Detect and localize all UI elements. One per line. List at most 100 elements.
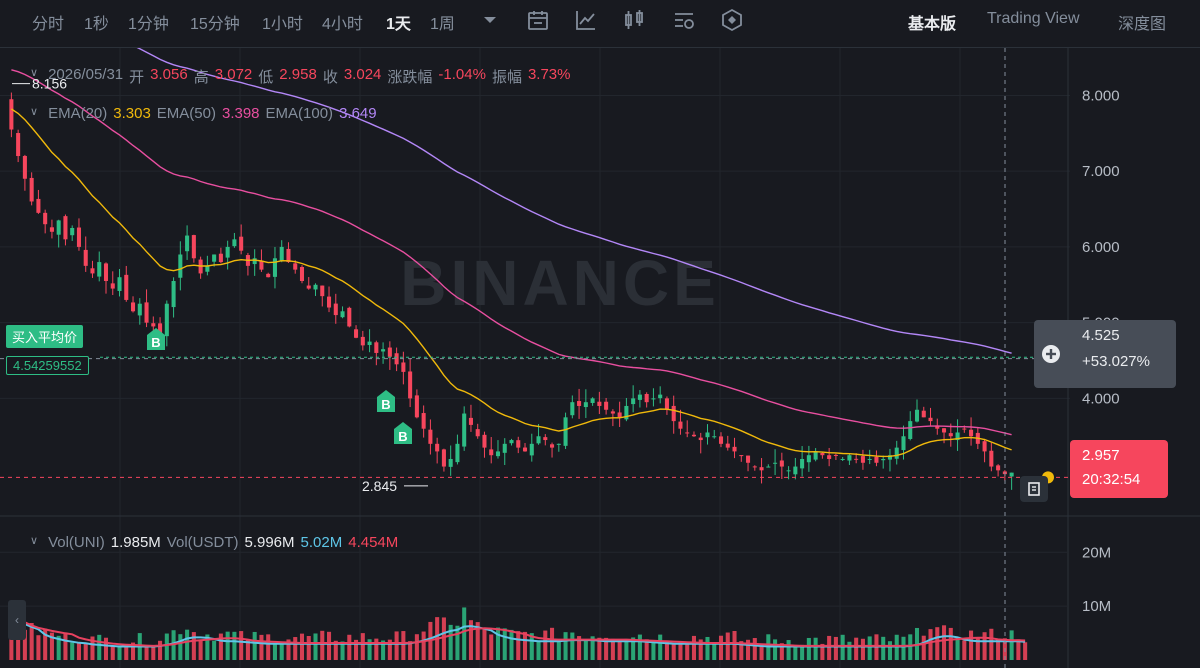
volume-bar <box>110 646 115 660</box>
timeframe-4h[interactable]: 4小时 <box>322 16 363 33</box>
volume-bar <box>225 631 230 660</box>
volume-bar <box>29 622 34 660</box>
vol-usdt-value: 5.996M <box>244 534 295 551</box>
volume-bar <box>908 634 913 660</box>
ema20-label: EMA(20) <box>48 105 108 122</box>
timeframe-15m[interactable]: 15分钟 <box>190 16 240 33</box>
volume-bar <box>394 631 399 660</box>
line-chart-icon[interactable] <box>574 8 598 32</box>
candle-body <box>969 429 974 437</box>
chevron-down-icon[interactable]: ∨ <box>30 67 39 79</box>
volume-bar <box>185 629 190 660</box>
candlestick-icon[interactable] <box>622 8 646 32</box>
view-basic[interactable]: 基本版 <box>908 16 957 33</box>
volume-bar <box>468 620 473 660</box>
timeframe-1s[interactable]: 1秒 <box>84 16 109 33</box>
candle-body <box>833 454 838 456</box>
candle-body <box>137 303 142 316</box>
candle-body <box>881 458 886 461</box>
order-book-button[interactable] <box>1020 476 1048 502</box>
candle-body <box>942 428 947 433</box>
candle-body <box>543 437 548 441</box>
view-tradingview[interactable]: Trading View <box>987 10 1080 27</box>
volume-bar <box>827 635 832 660</box>
timeframe-1h[interactable]: 1小时 <box>262 16 303 33</box>
ema50-label: EMA(50) <box>156 105 216 122</box>
candle-body <box>43 212 48 225</box>
candle-body <box>374 342 379 353</box>
candlestick-chart[interactable]: BINANCE 8.156 2.845 B B B 8.000 7.000 6.000 5.0… <box>0 48 1200 668</box>
volume-bar <box>158 640 163 660</box>
candle-body <box>462 413 467 447</box>
candle-body <box>191 235 196 259</box>
chevron-down-icon[interactable]: ∨ <box>30 535 39 547</box>
amplitude-label: 振幅 <box>491 69 522 86</box>
volume-bar <box>651 642 656 660</box>
chevron-down-icon[interactable]: ∨ <box>30 106 39 118</box>
settings-icon[interactable] <box>672 8 696 32</box>
volume-bar <box>604 637 609 660</box>
candle-body <box>752 466 757 468</box>
calendar-icon[interactable] <box>526 8 550 32</box>
candle-body <box>293 263 298 270</box>
candle-body <box>178 254 183 278</box>
volume-bar <box>962 640 967 660</box>
volume-bar <box>414 634 419 660</box>
volume-bar <box>103 637 109 660</box>
view-depth[interactable]: 深度图 <box>1118 16 1167 33</box>
timeframe-1w[interactable]: 1周 <box>430 16 455 33</box>
volume-bar <box>144 646 149 660</box>
candle-body <box>827 455 832 459</box>
volume-bar <box>381 640 386 660</box>
buy-marker <box>377 390 395 412</box>
ohlc-row: ∨ 2026/05/31 开 3.056 高 3.072 低 2.958 收 3… <box>30 66 571 87</box>
candle-body <box>306 285 311 289</box>
volume-bar <box>502 628 507 660</box>
timeframe-fenshi[interactable]: 分时 <box>32 16 65 33</box>
candle-body <box>110 283 115 289</box>
candle-body <box>381 349 386 352</box>
volume-bar <box>333 640 338 660</box>
candle-body <box>563 417 568 446</box>
volume-bar <box>563 632 568 660</box>
candle-body <box>326 296 332 308</box>
volume-bars <box>9 603 1028 660</box>
candle-body <box>428 429 433 444</box>
timeframe-1m[interactable]: 1分钟 <box>128 16 169 33</box>
volume-bar <box>22 629 27 660</box>
volume-bar <box>658 634 663 660</box>
chevron-down-icon[interactable] <box>478 8 502 32</box>
ema-row: ∨ EMA(20) 3.303 EMA(50) 3.398 EMA(100) 3… <box>30 105 377 122</box>
candle-body <box>455 443 460 463</box>
volume-bar <box>43 628 48 660</box>
volume-bar <box>847 641 852 660</box>
volume-bar <box>198 639 203 660</box>
volume-bar <box>212 640 217 660</box>
candle-body <box>441 449 446 467</box>
volume-bar <box>495 627 501 660</box>
candle-body <box>732 446 737 452</box>
candle-body <box>266 273 271 278</box>
volume-bar <box>1016 639 1021 660</box>
buy-marker-label: B <box>151 335 160 350</box>
volume-bar <box>935 627 940 660</box>
volume-bar <box>239 631 244 660</box>
volume-bar <box>529 633 534 660</box>
candle-body <box>597 401 602 406</box>
candle-body <box>860 456 865 463</box>
crosshair-change: +53.027% <box>1082 353 1150 370</box>
volume-tick-label: 20M <box>1082 544 1111 561</box>
last-price: 2.957 <box>1082 447 1120 464</box>
candle-body <box>982 441 987 452</box>
volume-bar <box>97 634 102 660</box>
layer-icon[interactable] <box>720 8 744 32</box>
volume-bar <box>117 646 122 660</box>
volume-bar <box>367 639 372 660</box>
collapse-panel-button[interactable]: ‹ <box>8 600 26 640</box>
timeframe-1d[interactable]: 1天 <box>386 16 411 33</box>
volume-bar <box>577 636 582 660</box>
volume-bar <box>901 636 906 660</box>
volume-bar <box>16 624 21 660</box>
candle-body <box>387 347 392 357</box>
add-order-icon[interactable] <box>1041 344 1061 364</box>
